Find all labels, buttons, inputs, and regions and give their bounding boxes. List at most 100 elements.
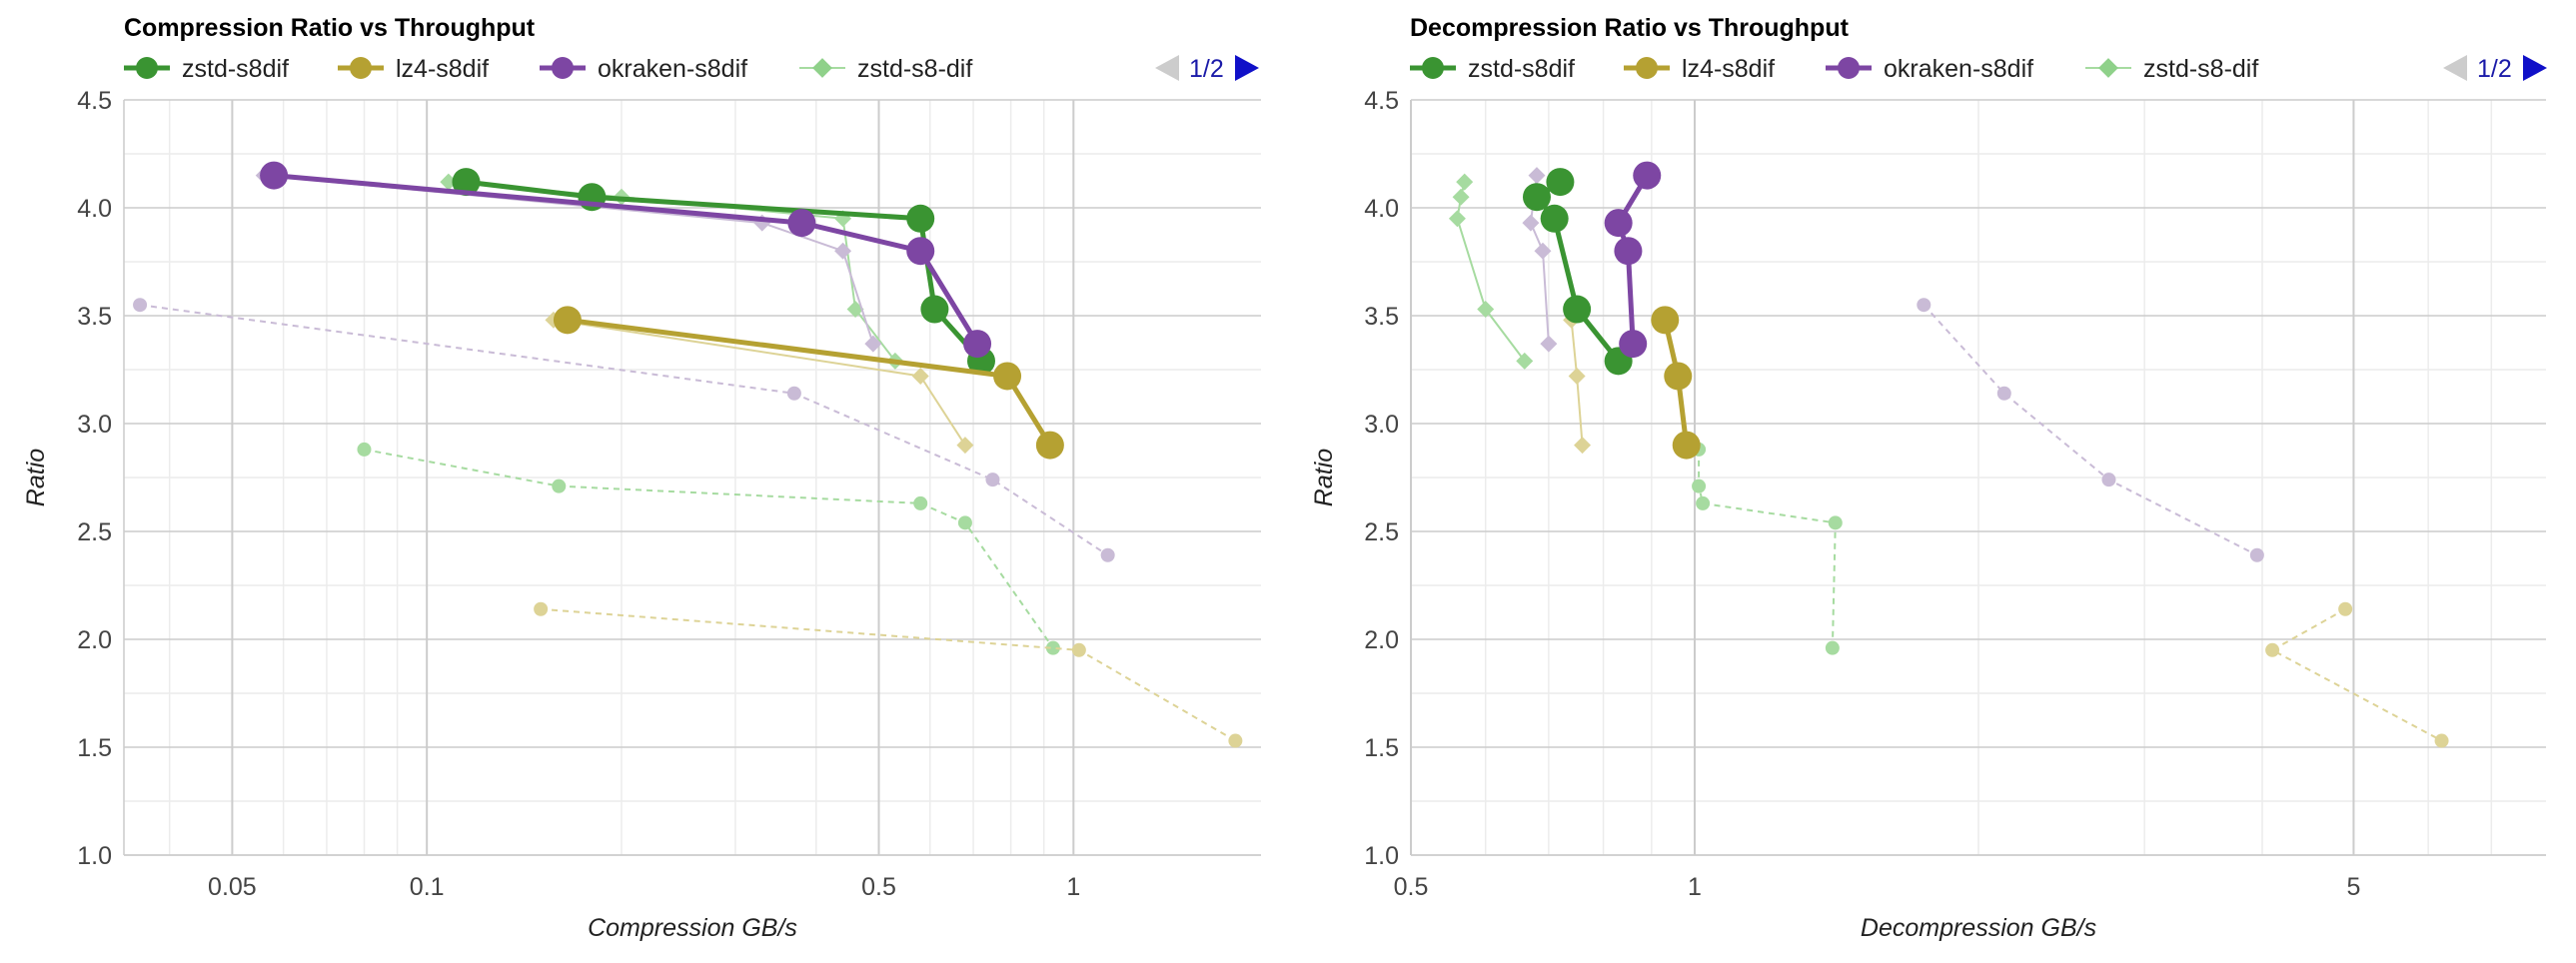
plot-area: 1.0 1.5 2.0 2.5 3.0 3.5 4.0 4.5 0.05 0.1 0.5 1 — [77, 87, 1261, 901]
data-point — [1448, 210, 1466, 228]
series-line — [364, 448, 1054, 649]
data-point — [552, 479, 567, 493]
data-point — [1228, 733, 1243, 748]
data-point — [1614, 237, 1643, 266]
data-point — [1546, 168, 1575, 197]
data-point — [534, 601, 549, 616]
next-page-icon[interactable] — [1235, 55, 1259, 81]
series-dashed — [534, 601, 1243, 748]
legend-item[interactable]: lz4-s8dif — [1624, 55, 1775, 83]
decompression-chart: Decompression Ratio vs Throughput zstd-s… — [1310, 14, 2547, 942]
data-point — [1540, 335, 1558, 353]
y-tick-label: 3.0 — [1364, 411, 1399, 439]
data-point — [1672, 431, 1701, 460]
ticks: 1.0 1.5 2.0 2.5 3.0 3.5 4.0 4.5 0.5 1 5 — [1364, 87, 2360, 901]
data-point — [1619, 330, 1648, 359]
data-point — [553, 306, 582, 335]
pager[interactable]: 1/2 — [2443, 55, 2547, 83]
data-point — [1534, 242, 1552, 260]
data-point — [1651, 306, 1680, 335]
data-point — [913, 495, 928, 510]
legend-item[interactable]: zstd-s8-dif — [799, 55, 972, 83]
y-tick-label: 2.5 — [1364, 518, 1399, 546]
data-point — [1563, 295, 1592, 324]
y-tick-label: 2.0 — [1364, 626, 1399, 654]
data-point — [1568, 367, 1586, 385]
data-point — [906, 237, 935, 266]
series-line — [1616, 174, 1650, 345]
x-axis-title: Compression GB/s — [588, 914, 797, 942]
legend-item[interactable]: okraken-s8dif — [540, 55, 747, 83]
legend-label: zstd-s8dif — [1468, 55, 1575, 83]
x-axis-title: Decompression GB/s — [1861, 914, 2096, 942]
series-line — [1923, 304, 2258, 556]
legend-label: zstd-s8dif — [182, 55, 289, 83]
y-tick-label: 1.0 — [77, 842, 112, 870]
series-layer — [1448, 161, 2449, 748]
legend-item[interactable]: lz4-s8dif — [338, 55, 489, 83]
legend-marker — [812, 58, 832, 78]
legend-item[interactable]: zstd-s8dif — [124, 55, 289, 83]
series-dashed — [1692, 442, 1843, 655]
data-point — [834, 242, 852, 260]
data-point — [1692, 479, 1707, 493]
data-point — [1528, 167, 1546, 185]
data-point — [1100, 547, 1115, 562]
prev-page-icon[interactable] — [2443, 55, 2467, 81]
y-tick-label: 3.5 — [1364, 303, 1399, 331]
x-tick-label: 1 — [1688, 873, 1702, 901]
y-tick-label: 3.0 — [77, 411, 112, 439]
legend-marker — [1838, 57, 1860, 79]
y-axis-title: Ratio — [1310, 449, 1338, 506]
data-point — [1516, 352, 1534, 370]
x-tick-label: 0.5 — [861, 873, 896, 901]
y-tick-label: 4.0 — [77, 195, 112, 223]
series-lz4-s8dif — [553, 306, 1064, 460]
data-point — [920, 295, 949, 324]
series-line — [466, 179, 983, 364]
plot-area: 1.0 1.5 2.0 2.5 3.0 3.5 4.0 4.5 0.5 1 5 — [1364, 87, 2546, 901]
data-point — [1696, 495, 1711, 510]
series-thin — [1563, 311, 1592, 455]
data-point — [2434, 733, 2449, 748]
data-point — [1996, 386, 2011, 401]
data-point — [1045, 640, 1060, 655]
next-page-icon[interactable] — [2523, 55, 2547, 81]
prev-page-icon[interactable] — [1155, 55, 1179, 81]
legend-marker — [552, 57, 574, 79]
data-point — [452, 168, 481, 197]
data-point — [1522, 214, 1540, 232]
legend-item[interactable]: zstd-s8dif — [1410, 55, 1575, 83]
compression-chart: Compression Ratio vs Throughput zstd-s8d… — [22, 14, 1261, 942]
data-point — [1574, 437, 1592, 455]
x-tick-label: 0.05 — [208, 873, 257, 901]
series-line — [1456, 181, 1526, 363]
series-line — [273, 173, 980, 346]
series-dashed — [357, 442, 1060, 655]
x-tick-label: 1 — [1066, 873, 1080, 901]
legend-item[interactable]: zstd-s8-dif — [2085, 55, 2258, 83]
legend-label: okraken-s8dif — [1884, 55, 2033, 83]
data-point — [993, 362, 1022, 391]
y-axis-title: Ratio — [22, 449, 50, 506]
series-dashed — [1917, 298, 2264, 562]
data-point — [956, 437, 974, 455]
legend-label: lz4-s8dif — [396, 55, 489, 83]
legend-label: okraken-s8dif — [598, 55, 747, 83]
data-point — [1917, 298, 1932, 313]
series-line — [541, 607, 1236, 742]
legend[interactable]: zstd-s8dif lz4-s8dif okraken-s8dif zstd-… — [124, 55, 972, 83]
y-tick-label: 1.5 — [1364, 734, 1399, 762]
pager[interactable]: 1/2 — [1155, 55, 1259, 83]
legend-marker — [136, 57, 158, 79]
data-point — [1825, 640, 1840, 655]
data-point — [963, 330, 992, 359]
grid — [1410, 99, 2546, 856]
y-tick-label: 4.5 — [77, 87, 112, 115]
y-tick-label: 1.0 — [1364, 842, 1399, 870]
legend[interactable]: zstd-s8dif lz4-s8dif okraken-s8dif zstd-… — [1410, 55, 2258, 83]
legend-item[interactable]: okraken-s8dif — [1826, 55, 2033, 83]
series-thin — [1448, 173, 1534, 370]
legend-marker — [1636, 57, 1658, 79]
